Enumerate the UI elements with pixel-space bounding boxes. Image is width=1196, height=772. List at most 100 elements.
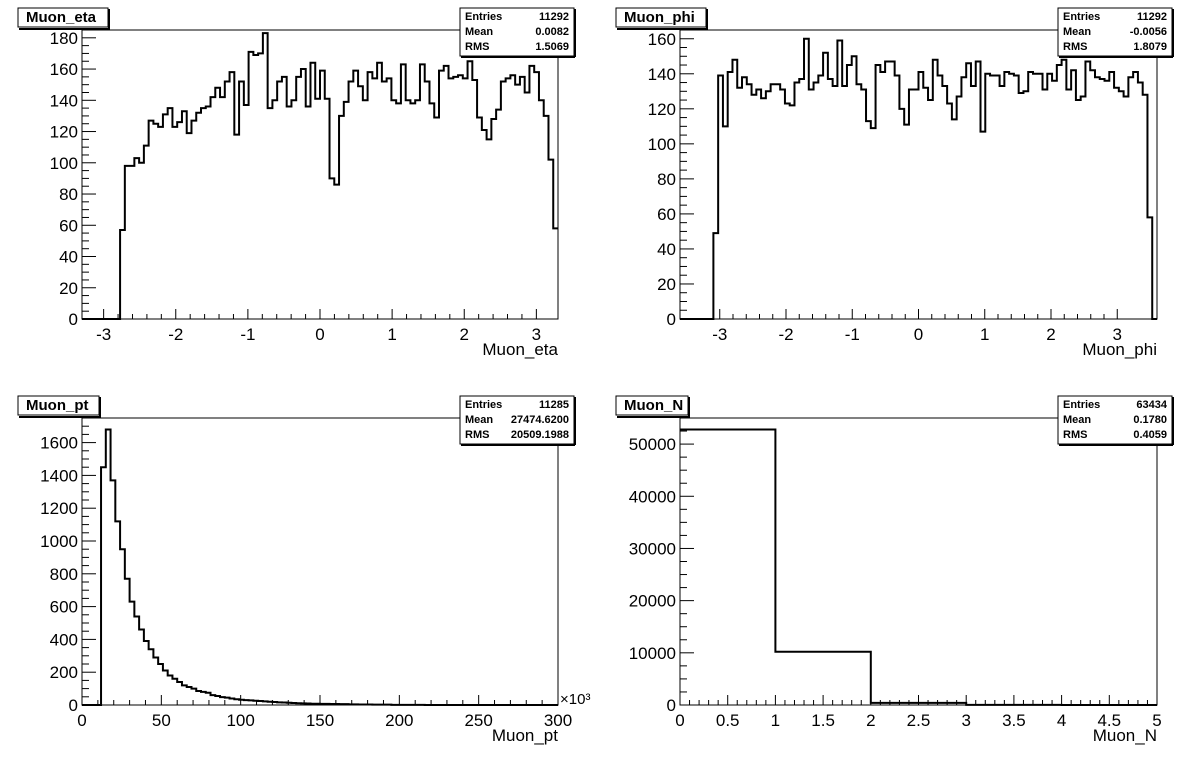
y-tick-label: 160	[50, 60, 78, 79]
histogram-title: Muon_pt	[26, 397, 88, 414]
y-tick-label: 40	[657, 240, 676, 259]
stats-box	[459, 395, 575, 445]
x-tick-label: 3	[1113, 325, 1122, 344]
x-tick-label: 2	[866, 711, 875, 730]
x-tick-label: 300	[544, 711, 572, 730]
y-tick-label: 200	[50, 663, 78, 682]
y-tick-label: 60	[59, 216, 78, 235]
y-tick-label: 1200	[40, 499, 78, 518]
y-tick-label: 1000	[40, 532, 78, 551]
x-tick-label: -2	[778, 325, 793, 344]
x-tick-label: 0	[77, 711, 86, 730]
x-tick-label: -1	[240, 325, 255, 344]
histogram-title: Muon_phi	[624, 9, 695, 26]
histogram-panel-Muon_eta: 0 20 40 60 80 100 120 140 160 180 -3 -2 -1 0 1 2 3 Muon_e…	[17, 7, 576, 359]
stats-value: 63434	[1136, 399, 1167, 411]
histogram-panel-Muon_pt: 0 200 400 600 800 1000 1200 1400 1600 0 50 100 150 20…	[17, 395, 590, 745]
stats-label: RMS	[465, 429, 489, 441]
x-tick-label: 4	[1057, 711, 1066, 730]
stats-box	[1057, 395, 1173, 445]
stats-label: Mean	[1063, 26, 1091, 38]
x-tick-label: 200	[385, 711, 413, 730]
stats-value: 11292	[539, 11, 569, 23]
y-tick-label: 80	[59, 185, 78, 204]
y-tick-label: 100	[648, 135, 676, 154]
x-tick-label: 0	[914, 325, 923, 344]
stats-value: 1.5069	[535, 41, 569, 53]
stats-value: 11285	[539, 399, 569, 411]
x-tick-label: 2	[1046, 325, 1055, 344]
x-tick-label: 150	[306, 711, 334, 730]
y-tick-label: 100	[50, 154, 78, 173]
x-tick-label: 0	[675, 711, 684, 730]
histogram-line	[680, 428, 1157, 706]
histogram-line	[82, 428, 558, 706]
x-tick-label: 250	[464, 711, 492, 730]
y-tick-label: 120	[648, 100, 676, 119]
stats-value: 1.8079	[1133, 41, 1167, 53]
x-tick-label: 0.5	[716, 711, 740, 730]
x-tick-label: 5	[1152, 711, 1161, 730]
y-tick-label: 140	[50, 91, 78, 110]
y-tick-label: 400	[50, 630, 78, 649]
stats-label: Entries	[465, 399, 502, 411]
stats-box	[1057, 7, 1173, 57]
y-tick-label: 40	[59, 248, 78, 267]
stats-label: Mean	[465, 414, 493, 426]
stats-label: Entries	[465, 11, 502, 23]
x-tick-label: 2	[460, 325, 469, 344]
y-tick-label: 140	[648, 65, 676, 84]
stats-label: Entries	[1063, 11, 1100, 23]
y-tick-label: 80	[657, 170, 676, 189]
y-tick-label: 50000	[629, 435, 676, 454]
stats-label: Entries	[1063, 399, 1100, 411]
y-tick-label: 60	[657, 205, 676, 224]
x-tick-label: 3.5	[1002, 711, 1026, 730]
histogram-line	[680, 37, 1157, 320]
stats-value: -0.0056	[1130, 26, 1167, 38]
x-tick-label: -1	[845, 325, 860, 344]
x-tick-label: -2	[168, 325, 183, 344]
x-tick-label: 1	[980, 325, 989, 344]
x-tick-label: 4.5	[1097, 711, 1121, 730]
stats-label: RMS	[1063, 41, 1087, 53]
x-tick-label: 0	[315, 325, 324, 344]
x-axis-title: Muon_phi	[1082, 340, 1157, 359]
y-tick-label: 0	[69, 696, 78, 715]
stats-value: 0.1780	[1133, 414, 1167, 426]
x-tick-label: -3	[96, 325, 111, 344]
x-tick-label: 3	[532, 325, 541, 344]
y-tick-label: 30000	[629, 539, 676, 558]
x-tick-label: 1	[771, 711, 780, 730]
y-tick-label: 0	[667, 310, 676, 329]
y-tick-label: 0	[69, 310, 78, 329]
y-tick-label: 800	[50, 565, 78, 584]
plot-frame	[81, 417, 559, 706]
stats-value: 0.4059	[1133, 429, 1167, 441]
y-tick-label: 10000	[629, 644, 676, 663]
x-tick-label: 1.5	[811, 711, 835, 730]
plot-frame	[679, 417, 1158, 706]
y-tick-label: 1400	[40, 466, 78, 485]
y-tick-label: 1600	[40, 434, 78, 453]
stats-box	[459, 7, 575, 57]
histogram-line	[82, 32, 558, 320]
y-tick-label: 0	[667, 696, 676, 715]
stats-value: 0.0082	[535, 26, 569, 38]
y-tick-label: 600	[50, 598, 78, 617]
x-tick-label: 2.5	[907, 711, 931, 730]
x-tick-label: 1	[387, 325, 396, 344]
x-tick-label: 3	[961, 711, 970, 730]
histogram-title: Muon_eta	[26, 9, 97, 26]
y-tick-label: 20	[59, 279, 78, 298]
y-tick-label: 20000	[629, 592, 676, 611]
y-tick-label: 120	[50, 123, 78, 142]
stats-label: Mean	[1063, 414, 1091, 426]
histogram-panel-Muon_N: 0 10000 20000 30000 40000 50000 0 0.5 1 1.5 2 2.5 3 3…	[615, 395, 1174, 745]
histogram-title: Muon_N	[624, 397, 683, 414]
stats-value: 20509.1988	[511, 429, 569, 441]
y-tick-label: 180	[50, 29, 78, 48]
x-axis-title: Muon_N	[1093, 726, 1157, 745]
